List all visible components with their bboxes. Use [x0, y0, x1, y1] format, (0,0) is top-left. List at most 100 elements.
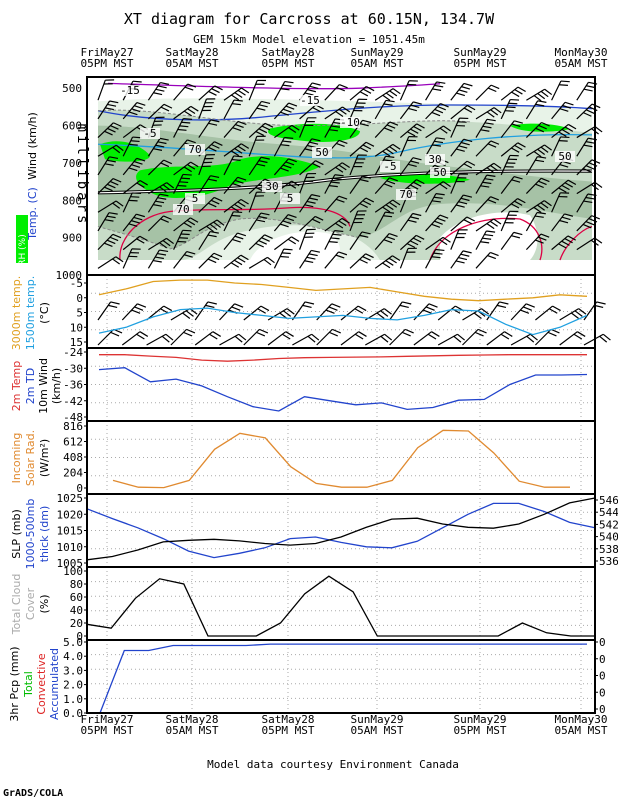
barb-feather	[486, 111, 495, 118]
surface-plot: -24 -30 -36 -42 -48	[63, 346, 595, 424]
wind-barb	[576, 81, 598, 101]
wind-barb	[374, 143, 401, 157]
barb-feather	[484, 233, 494, 237]
barb-feather	[413, 125, 422, 132]
barb-feather	[136, 157, 146, 162]
time-label-hour: 05AM MST	[351, 724, 404, 737]
barb-feather	[131, 108, 141, 113]
barb-feather	[362, 88, 372, 94]
wind-barb	[374, 99, 395, 120]
barb-feather	[416, 179, 425, 185]
wind-barb	[273, 80, 294, 101]
barb-feather	[213, 196, 223, 202]
barb-feather	[504, 110, 514, 112]
temp-contour--15	[107, 82, 441, 90]
barb-staff	[462, 328, 479, 346]
wind-barb	[374, 177, 398, 195]
precip-plot: 0.01.02.0 3.04.05.0 0 0 0 0 0	[63, 636, 606, 720]
barb-feather	[365, 253, 374, 259]
contour-label: -15	[120, 84, 140, 97]
temp-label: Temp. (C)	[26, 187, 39, 241]
barb-feather	[460, 197, 470, 202]
wind-barb	[576, 193, 597, 213]
barb-feather	[490, 109, 499, 116]
wind-barb	[526, 88, 553, 102]
barb-feather	[558, 187, 567, 193]
barb-feather	[561, 216, 571, 221]
wind-barb	[500, 231, 523, 250]
wind-barb	[551, 235, 576, 251]
y-tick-label: 0	[599, 636, 606, 649]
barb-feather	[437, 105, 446, 111]
barb-feather	[463, 138, 473, 143]
barb-staff	[486, 331, 505, 346]
barb-feather	[234, 148, 243, 154]
barb-feather	[309, 197, 318, 201]
y-tick-label: 538	[599, 543, 618, 556]
barb-feather	[559, 219, 569, 224]
barb-feather	[159, 137, 169, 141]
wind-barb	[173, 229, 192, 250]
wind-barb	[450, 138, 473, 157]
barb-feather	[359, 234, 369, 238]
barb-feather	[105, 79, 115, 81]
barb-feather	[280, 88, 290, 91]
barb-feather	[261, 237, 270, 242]
barb-feather	[428, 303, 438, 308]
barb-feather	[413, 181, 422, 187]
barb-feather	[412, 237, 422, 243]
barb-feather	[558, 131, 567, 137]
precip-frame	[86, 639, 596, 714]
barb-feather	[574, 310, 583, 317]
wind-barb	[292, 333, 320, 346]
barb-feather	[155, 256, 164, 260]
barb-feather	[455, 204, 465, 208]
barb-feather	[602, 333, 611, 341]
barb-feather	[461, 141, 470, 146]
barb-feather	[179, 181, 189, 184]
barb-feather	[338, 139, 348, 145]
barb-feather	[284, 136, 294, 139]
barb-feather	[208, 122, 218, 126]
barb-feather	[165, 333, 174, 341]
y-tick-label: 80	[70, 578, 83, 591]
barb-feather	[152, 259, 162, 263]
barb-feather	[355, 106, 364, 108]
barb-feather	[487, 254, 497, 260]
wind-barb	[389, 301, 412, 321]
barb-feather	[480, 185, 490, 188]
barb-feather	[166, 237, 174, 245]
wind-barb	[97, 100, 119, 120]
barb-feather	[180, 233, 190, 236]
barb-feather	[179, 237, 188, 239]
barb-feather	[511, 123, 521, 128]
barb-feather	[240, 198, 249, 205]
wind-barb	[97, 156, 119, 176]
pressure-tick-label: 700	[62, 157, 82, 170]
barb-feather	[410, 128, 419, 134]
wind-barb	[450, 82, 473, 101]
wind-barb	[248, 191, 266, 213]
barb-feather	[493, 162, 502, 169]
barb-feather	[291, 236, 300, 242]
wind-barb	[525, 156, 547, 176]
barb-feather	[567, 179, 577, 186]
barb-feather	[559, 84, 569, 86]
barb-feather	[564, 101, 574, 106]
barb-feather	[332, 177, 342, 180]
y-tick-label: 0	[76, 482, 83, 495]
wind-barb	[243, 328, 269, 346]
time-label-hour: 05AM MST	[351, 57, 404, 70]
barb-feather	[562, 104, 572, 109]
wind-barb	[425, 214, 449, 232]
barb-feather	[514, 144, 523, 151]
barb-feather	[442, 236, 451, 243]
y-tick-label: 10	[70, 321, 83, 334]
time-label-hour: 05AM MST	[555, 57, 608, 70]
barb-staff	[437, 305, 456, 321]
barb-feather	[134, 306, 144, 311]
wind-barb	[299, 228, 316, 250]
barb-feather	[382, 94, 391, 101]
barb-staff	[243, 328, 260, 346]
